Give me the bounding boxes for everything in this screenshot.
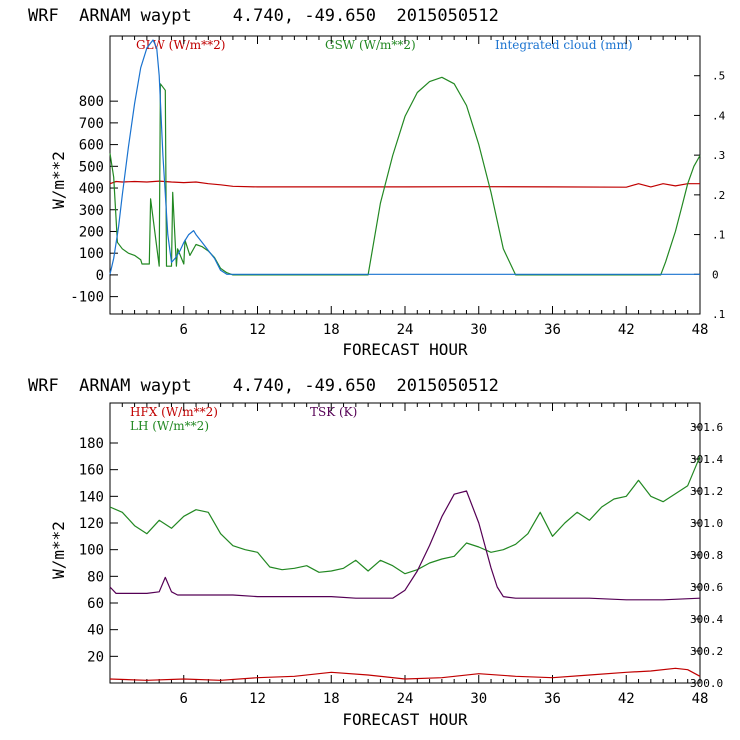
y-tick-label: 100 xyxy=(79,246,104,262)
legend-glw: GLW (W/m**2) xyxy=(136,38,225,52)
y-tick-label: 800 xyxy=(79,94,104,110)
x-tick-label: 36 xyxy=(544,322,561,338)
series-line-gsw xyxy=(109,76,701,276)
series-line-glw xyxy=(109,180,700,188)
plot-frame xyxy=(109,35,701,315)
series-line-integrated xyxy=(109,39,700,275)
y-tick-label: 400 xyxy=(79,181,104,197)
chart-header: WRF ARNAM waypt 4.740, -49.650 201505051… xyxy=(28,6,499,26)
series-line-hfx xyxy=(109,667,701,681)
x-tick-label: 24 xyxy=(397,691,414,707)
y-tick-label: 60 xyxy=(87,596,104,612)
y2-tick-label: 300.4 xyxy=(690,613,723,626)
y-tick-label: 600 xyxy=(79,138,104,154)
series-line-lh xyxy=(109,456,701,575)
chart-top: WRF ARNAM waypt 4.740, -49.650 201505051… xyxy=(28,6,726,359)
axis-ticks: 6 12 18 24 30 36 42 48 -100 0 100 200 300 400 500 600 70… xyxy=(70,36,726,338)
plot-frame xyxy=(109,402,701,684)
chart-header: WRF ARNAM waypt 4.740, -49.650 201505051… xyxy=(28,376,499,396)
y-tick-label: 300 xyxy=(79,203,104,219)
y-axis-label: W/m**2 xyxy=(49,151,68,209)
y2-tick-label: 301.6 xyxy=(690,421,723,434)
x-tick-label: 12 xyxy=(249,691,266,707)
series-lines xyxy=(109,456,701,681)
chart-bottom: WRF ARNAM waypt 4.740, -49.650 201505051… xyxy=(28,376,723,729)
x-tick-label: 48 xyxy=(692,322,709,338)
axis-ticks: 6 12 18 24 30 36 42 48 20 40 60 80 100 120 140 160 180 30… xyxy=(79,403,723,707)
x-axis-label: FORECAST HOUR xyxy=(342,710,468,729)
x-tick-label: 36 xyxy=(544,691,561,707)
y2-tick-label: 301.2 xyxy=(690,485,723,498)
legend-integrated-cloud: Integrated cloud (mm) xyxy=(495,38,633,52)
y2-tick-label: .2 xyxy=(712,189,725,202)
y-tick-label: 0 xyxy=(96,268,104,284)
y2-tick-label: .4 xyxy=(712,109,726,122)
y-tick-label: 40 xyxy=(87,623,104,639)
y-tick-label: 100 xyxy=(79,543,104,559)
legend-hfx: HFX (W/m**2) xyxy=(130,405,218,419)
legend-lh: LH (W/m**2) xyxy=(130,419,209,433)
y-tick-label: 200 xyxy=(79,224,104,240)
y-tick-label: 160 xyxy=(79,463,104,479)
y2-tick-label: 301.4 xyxy=(690,453,723,466)
x-axis-label: FORECAST HOUR xyxy=(342,340,468,359)
x-tick-label: 6 xyxy=(180,691,188,707)
y2-tick-label: 300.0 xyxy=(690,677,723,690)
x-tick-label: 42 xyxy=(618,691,635,707)
y2-tick-label: 300.8 xyxy=(690,549,723,562)
x-tick-label: 30 xyxy=(470,691,487,707)
y2-tick-label: .1 xyxy=(712,229,725,242)
y2-tick-label: .1 xyxy=(712,308,725,321)
x-tick-label: 12 xyxy=(249,322,266,338)
x-tick-label: 18 xyxy=(323,322,340,338)
x-tick-label: 30 xyxy=(470,322,487,338)
y-tick-label: 80 xyxy=(87,569,104,585)
y2-tick-label: .3 xyxy=(712,149,725,162)
series-line-tsk xyxy=(109,490,701,601)
y-tick-label: -100 xyxy=(70,290,104,306)
y-tick-label: 140 xyxy=(79,489,104,505)
y2-tick-label: .5 xyxy=(712,70,725,83)
x-tick-label: 24 xyxy=(397,322,414,338)
x-tick-label: 42 xyxy=(618,322,635,338)
y-axis-label: W/m**2 xyxy=(49,521,68,579)
legend-gsw: GSW (W/m**2) xyxy=(325,38,416,52)
x-tick-label: 18 xyxy=(323,691,340,707)
x-tick-label: 48 xyxy=(692,691,709,707)
y2-tick-label: 300.2 xyxy=(690,645,723,658)
y-tick-label: 20 xyxy=(87,649,104,665)
legend-tsk: TSK (K) xyxy=(310,405,357,419)
y-tick-label: 700 xyxy=(79,116,104,132)
series-lines xyxy=(109,39,701,276)
y-tick-label: 500 xyxy=(79,159,104,175)
y-tick-label: 180 xyxy=(79,436,104,452)
y2-tick-label: 300.6 xyxy=(690,581,723,594)
y-tick-label: 120 xyxy=(79,516,104,532)
y2-tick-label: 0 xyxy=(712,268,719,281)
y2-tick-label: 301.0 xyxy=(690,517,723,530)
x-tick-label: 6 xyxy=(180,322,188,338)
